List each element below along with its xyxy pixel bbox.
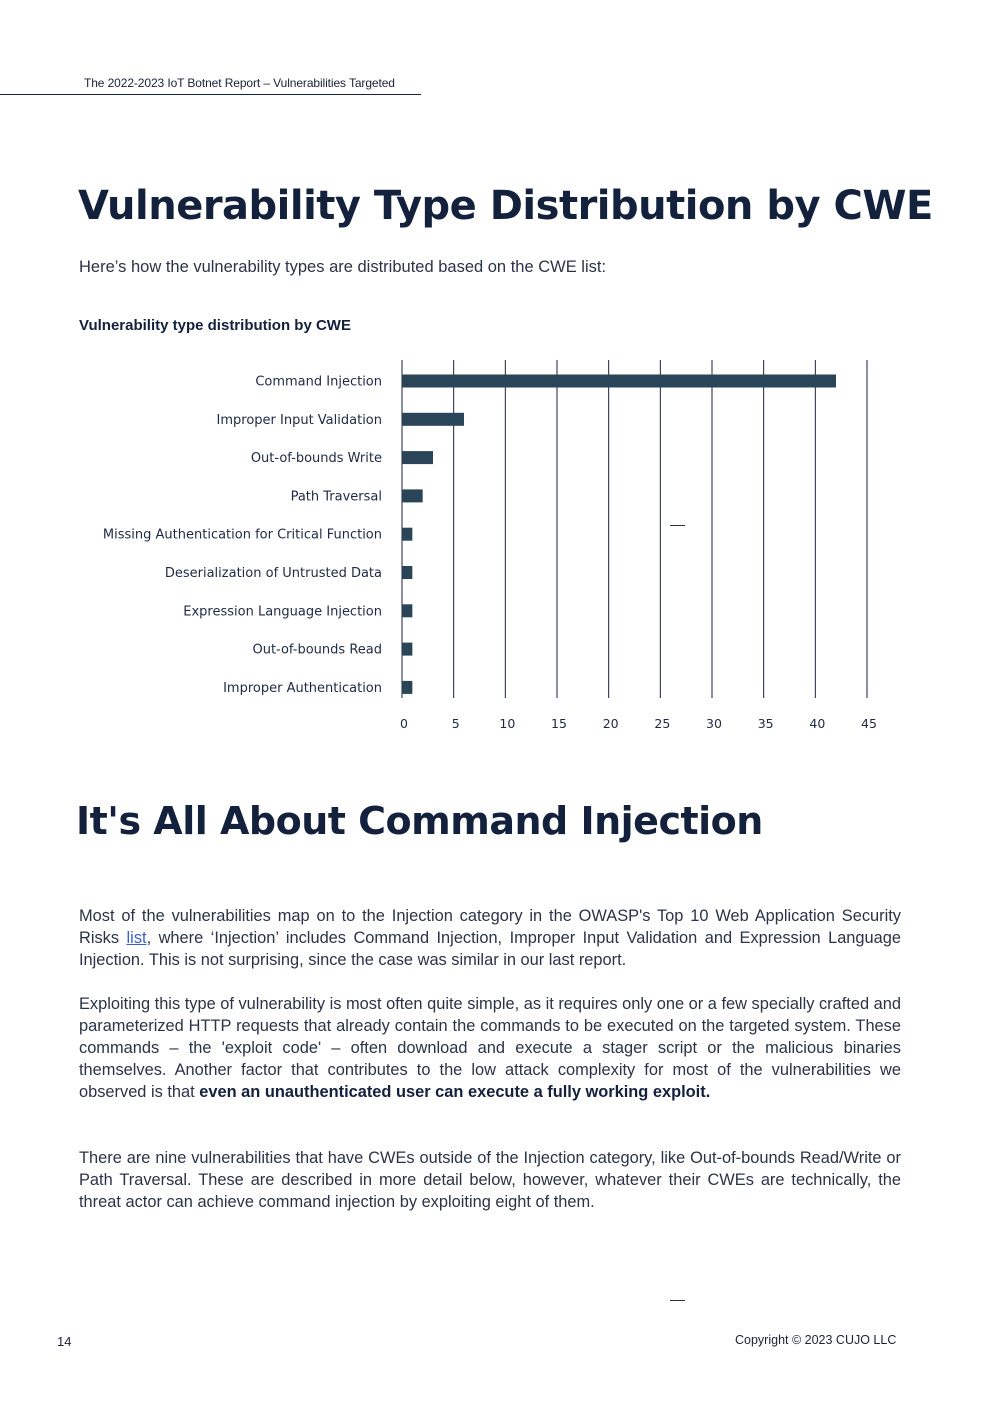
decorative-dash — [670, 525, 685, 526]
body-paragraph: Most of the vulnerabilities map on to th… — [79, 905, 901, 971]
category-label: Out-of-bounds Read — [252, 643, 382, 658]
running-header: The 2022-2023 IoT Botnet Report – Vulner… — [84, 76, 395, 90]
x-tick-label: 0 — [400, 716, 408, 731]
header-rule — [0, 94, 421, 95]
category-label: Improper Input Validation — [217, 413, 382, 428]
bar — [402, 451, 433, 465]
bar — [402, 527, 413, 541]
bar — [402, 374, 836, 388]
paragraph-text: , where ‘Injection’ includes Command Inj… — [79, 929, 901, 969]
bar — [402, 604, 413, 618]
paragraph-text: Most of the vulnerabilities map on to th… — [79, 907, 901, 947]
x-tick-label: 20 — [603, 716, 619, 731]
x-tick-label: 25 — [654, 716, 670, 731]
x-tick-label: 45 — [861, 716, 877, 731]
x-tick-label: 40 — [809, 716, 825, 731]
body-paragraph: There are nine vulnerabilities that have… — [79, 1149, 901, 1211]
section-title: Vulnerability Type Distribution by CWE — [78, 183, 933, 229]
category-label: Path Traversal — [291, 489, 382, 504]
chart-caption: Vulnerability type distribution by CWE — [79, 317, 351, 334]
section-title: It's All About Command Injection — [76, 799, 763, 843]
emphasis-text: even an unauthenticated user can execute… — [199, 1083, 711, 1101]
bar — [402, 489, 423, 503]
owasp-list-link[interactable]: list — [126, 929, 147, 947]
bar — [402, 566, 413, 579]
decorative-dash — [670, 1300, 685, 1301]
x-tick-label: 10 — [499, 716, 515, 731]
x-tick-label: 15 — [551, 716, 567, 731]
cwe-bar-chart: 0 5 10 15 20 25 30 35 40 45 Command Injection Impro… — [103, 360, 877, 731]
body-paragraph: Exploiting this type of vulnerability is… — [79, 993, 901, 1103]
category-label: Expression Language Injection — [183, 604, 382, 619]
copyright-notice: Copyright © 2023 CUJO LLC — [735, 1333, 897, 1347]
bar — [402, 642, 413, 656]
category-label: Deserialization of Untrusted Data — [165, 566, 382, 581]
x-tick-label: 30 — [706, 716, 722, 731]
x-tick-label: 35 — [758, 716, 774, 731]
section-intro: Here’s how the vulnerability types are d… — [79, 258, 607, 276]
category-label: Missing Authentication for Critical Func… — [103, 528, 382, 543]
paragraph-text: Exploiting this type of vulnerability is… — [79, 995, 901, 1101]
category-label: Command Injection — [255, 375, 382, 390]
category-label: Out-of-bounds Write — [251, 451, 382, 466]
bar — [402, 412, 464, 426]
x-tick-label: 5 — [452, 716, 460, 731]
page-number: 14 — [57, 1334, 72, 1349]
bar — [402, 680, 413, 694]
category-label: Improper Authentication — [223, 681, 382, 696]
